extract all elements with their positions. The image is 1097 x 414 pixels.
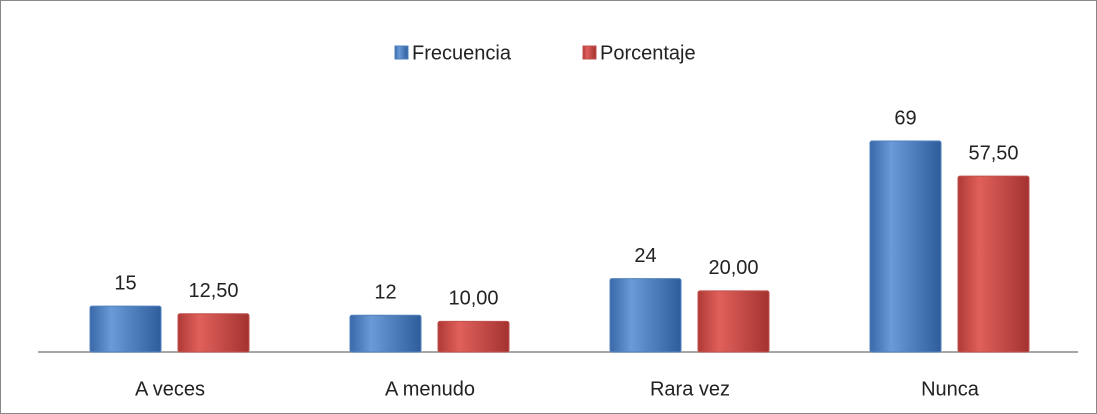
data-label: 57,50 bbox=[968, 142, 1018, 164]
x-tick-label: Rara vez bbox=[650, 378, 730, 400]
data-label: 24 bbox=[634, 245, 656, 267]
legend-swatch bbox=[394, 45, 409, 60]
legend-label: Frecuencia bbox=[412, 42, 512, 64]
data-label: 12,50 bbox=[188, 280, 238, 302]
data-label: 10,00 bbox=[448, 288, 498, 310]
legend-label: Porcentaje bbox=[600, 42, 696, 64]
bar bbox=[349, 314, 422, 353]
bar bbox=[177, 313, 250, 353]
bar bbox=[437, 320, 510, 353]
data-label: 69 bbox=[894, 107, 916, 129]
data-label: 12 bbox=[374, 282, 396, 304]
x-tick-label: A veces bbox=[135, 378, 205, 400]
bar bbox=[869, 140, 942, 353]
bar bbox=[697, 290, 770, 353]
data-label: 20,00 bbox=[708, 257, 758, 279]
bar bbox=[89, 305, 162, 353]
legend-swatch bbox=[582, 45, 597, 60]
x-tick-label: A menudo bbox=[385, 378, 475, 400]
bar bbox=[957, 175, 1030, 353]
x-tick-label: Nunca bbox=[921, 378, 980, 400]
data-label: 15 bbox=[114, 272, 136, 294]
bar bbox=[609, 278, 682, 353]
